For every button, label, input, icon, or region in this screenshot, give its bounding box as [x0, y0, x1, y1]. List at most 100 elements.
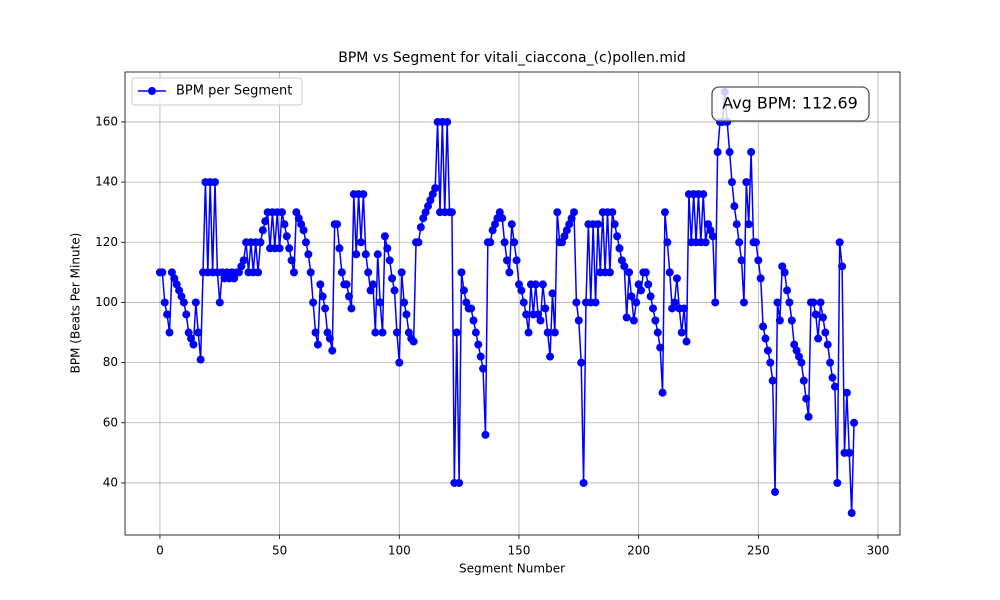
x-tick-label: 250	[747, 544, 770, 558]
point	[787, 316, 796, 325]
point	[395, 358, 404, 367]
point	[522, 310, 531, 319]
point	[553, 208, 562, 217]
point	[766, 358, 775, 367]
point	[610, 220, 619, 229]
point	[502, 256, 511, 265]
point	[780, 268, 789, 277]
point	[677, 328, 686, 337]
point	[548, 289, 557, 298]
x-tick-label: 300	[867, 544, 890, 558]
point	[773, 298, 782, 307]
point	[737, 256, 746, 265]
point	[292, 208, 301, 217]
point	[175, 286, 184, 295]
point	[775, 316, 784, 325]
point	[838, 262, 847, 271]
point	[605, 268, 614, 277]
point	[660, 208, 669, 217]
point	[656, 343, 665, 352]
point	[847, 509, 856, 518]
y-tick-label: 80	[103, 355, 118, 369]
point	[826, 358, 835, 367]
point	[301, 238, 310, 247]
point	[167, 268, 176, 277]
point	[751, 238, 760, 247]
x-tick-label: 150	[508, 544, 531, 558]
point	[356, 238, 365, 247]
point	[481, 430, 490, 439]
point	[701, 238, 710, 247]
point	[325, 334, 334, 343]
point	[311, 328, 320, 337]
point	[237, 262, 246, 271]
point	[373, 250, 382, 259]
point	[194, 328, 203, 337]
point	[665, 268, 674, 277]
point	[811, 310, 820, 319]
point	[491, 220, 500, 229]
point	[783, 286, 792, 295]
point	[304, 250, 313, 259]
point	[306, 268, 315, 277]
point	[744, 220, 753, 229]
point	[333, 220, 342, 229]
point	[550, 328, 559, 337]
point	[239, 256, 248, 265]
point	[735, 238, 744, 247]
point	[165, 328, 174, 337]
point	[641, 268, 650, 277]
point	[730, 202, 739, 211]
x-tick-label: 50	[272, 544, 287, 558]
point	[352, 250, 361, 259]
point	[230, 274, 239, 283]
y-tick-label: 100	[95, 295, 118, 309]
point	[759, 322, 768, 331]
legend-marker	[148, 87, 156, 95]
point	[364, 268, 373, 277]
point	[680, 304, 689, 313]
point	[321, 304, 330, 313]
point	[761, 334, 770, 343]
point	[474, 340, 483, 349]
point	[816, 298, 825, 307]
point	[615, 244, 624, 253]
point	[756, 274, 765, 283]
point	[699, 190, 708, 199]
point	[792, 346, 801, 355]
point	[514, 280, 523, 289]
point	[459, 286, 468, 295]
point	[632, 298, 641, 307]
point	[390, 286, 399, 295]
point	[462, 298, 471, 307]
point	[254, 268, 263, 277]
point	[814, 334, 823, 343]
chart-title: BPM vs Segment for vitali_ciaccona_(c)po…	[338, 50, 686, 66]
point	[416, 223, 425, 232]
point	[536, 316, 545, 325]
point	[742, 178, 751, 187]
point	[804, 412, 813, 421]
point	[428, 190, 437, 199]
point	[763, 346, 772, 355]
point	[634, 280, 643, 289]
point	[495, 208, 504, 217]
point	[771, 487, 780, 496]
point	[845, 448, 854, 457]
point	[648, 304, 657, 313]
point	[754, 256, 763, 265]
point	[658, 388, 667, 397]
point	[646, 292, 655, 301]
point	[543, 328, 552, 337]
point	[818, 313, 827, 322]
point	[409, 337, 418, 346]
point	[179, 298, 188, 307]
point	[486, 238, 495, 247]
point	[285, 244, 294, 253]
point	[345, 292, 354, 301]
point	[261, 217, 270, 226]
point	[397, 268, 406, 277]
point	[725, 148, 734, 157]
point	[785, 298, 794, 307]
point	[799, 376, 808, 385]
